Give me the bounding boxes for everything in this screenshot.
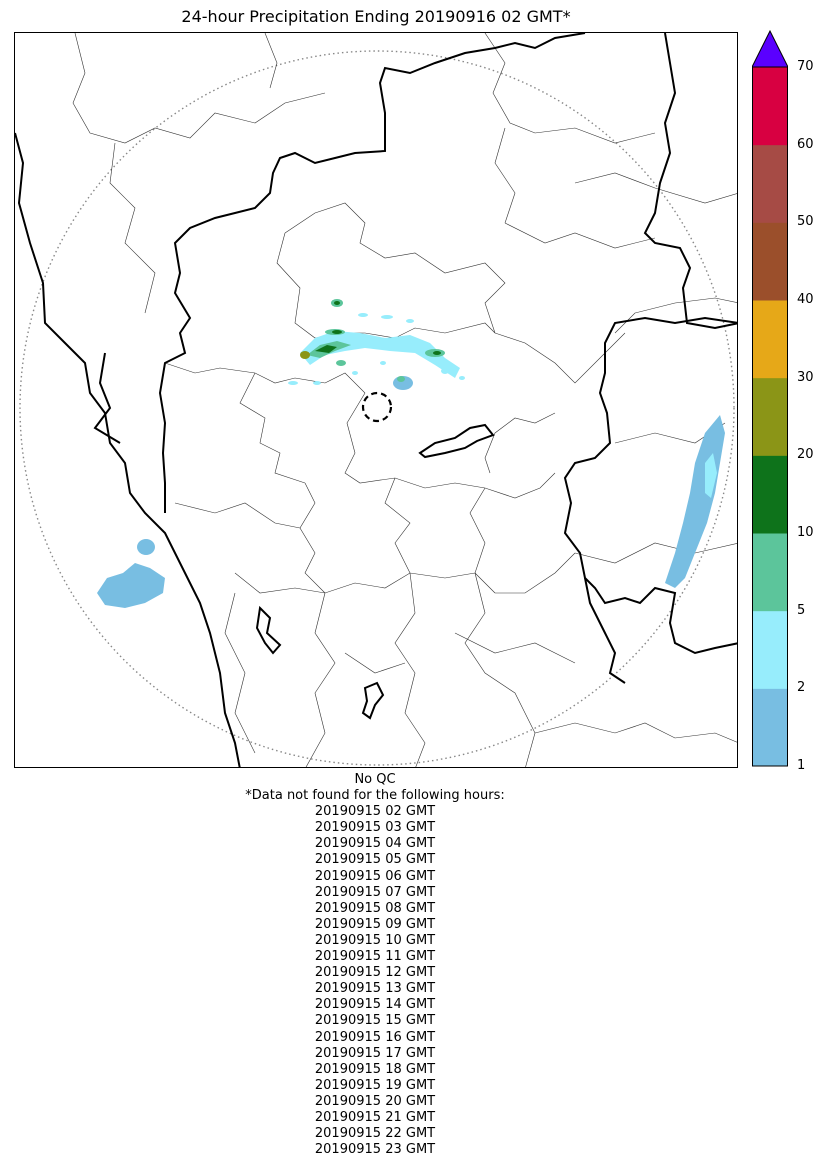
precip-patch-west	[97, 563, 165, 608]
missing-hour-item: 20190915 21 GMT	[314, 1109, 436, 1125]
missing-hour-item: 20190915 09 GMT	[314, 916, 436, 932]
colorbar-tick-label: 70	[797, 59, 814, 74]
colorbar-segment	[752, 688, 788, 767]
missing-hour-item: 20190915 18 GMT	[314, 1061, 436, 1077]
colorbar-tick-label: 50	[797, 214, 814, 230]
colorbar-segment	[752, 67, 788, 146]
missing-hour-item: 20190915 20 GMT	[314, 1093, 436, 1109]
precip-patch-east-light	[705, 453, 717, 498]
colorbar-segment	[752, 455, 788, 534]
missing-hour-item: 20190915 19 GMT	[314, 1077, 436, 1093]
missing-hour-item: 20190915 08 GMT	[314, 900, 436, 916]
missing-hour-item: 20190915 10 GMT	[314, 932, 436, 948]
radar-range-ring	[19, 50, 735, 766]
missing-hour-item: 20190915 03 GMT	[314, 820, 436, 836]
colorbar-tick-label: 60	[797, 136, 814, 152]
colorbar-outline	[752, 66, 788, 767]
missing-hour-item: 20190915 12 GMT	[314, 965, 436, 981]
precip-patch-west-small	[137, 539, 155, 555]
colorbar-tick-label: 1	[797, 758, 806, 773]
colorbar-segment	[752, 144, 788, 223]
radar-site-marker	[361, 391, 393, 423]
precipitation-map	[14, 32, 738, 768]
missing-hour-item: 20190915 04 GMT	[314, 836, 436, 852]
missing-hour-item: 20190915 05 GMT	[314, 852, 436, 868]
missing-hours-list: 20190915 02 GMT 20190915 03 GMT 20190915 0…	[0, 804, 750, 1158]
colorbar-segment	[752, 377, 788, 456]
district-boundaries	[72, 33, 737, 767]
colorbar-tick-label: 10	[797, 525, 814, 540]
missing-data-note: *Data not found for the following hours:	[245, 788, 505, 804]
missing-hour-item: 20190915 15 GMT	[314, 1013, 436, 1029]
missing-hour-item: 20190915 02 GMT	[314, 804, 436, 820]
missing-hour-item: 20190915 22 GMT	[314, 1126, 436, 1142]
map-title: 24-hour Precipitation Ending 20190916 02…	[181, 7, 571, 26]
colorbar-segment	[752, 222, 788, 301]
colorbar-tick-label: 40	[797, 292, 814, 307]
missing-hour-item: 20190915 13 GMT	[314, 981, 436, 997]
precip-band-north-core	[315, 345, 337, 353]
colorbar-segment	[752, 610, 788, 689]
colorbar-tick-label: 30	[797, 369, 814, 385]
missing-hour-item: 20190915 14 GMT	[314, 997, 436, 1013]
missing-hour-item: 20190915 17 GMT	[314, 1045, 436, 1061]
colorbar-tick-label: 5	[797, 602, 806, 618]
colorbar-extend-triangle	[752, 30, 788, 68]
colorbar-tick-label: 20	[797, 447, 814, 463]
precipitation-colorbar	[752, 30, 788, 767]
missing-hour-item: 20190915 07 GMT	[314, 884, 436, 900]
map-footer: No QC *Data not found for the following …	[0, 772, 750, 1158]
missing-hour-item: 20190915 16 GMT	[314, 1029, 436, 1045]
colorbar-segment	[752, 533, 788, 612]
missing-hour-item: 20190915 23 GMT	[314, 1142, 436, 1158]
missing-hour-item: 20190915 06 GMT	[314, 868, 436, 884]
missing-hour-item: 20190915 11 GMT	[314, 949, 436, 965]
precip-patch-east	[665, 415, 725, 588]
colorbar-segment	[752, 300, 788, 379]
colorbar-tick-label: 2	[797, 680, 806, 696]
qc-status: No QC	[354, 772, 396, 787]
precipitation-patches	[97, 299, 725, 608]
state-boundaries	[15, 33, 737, 767]
